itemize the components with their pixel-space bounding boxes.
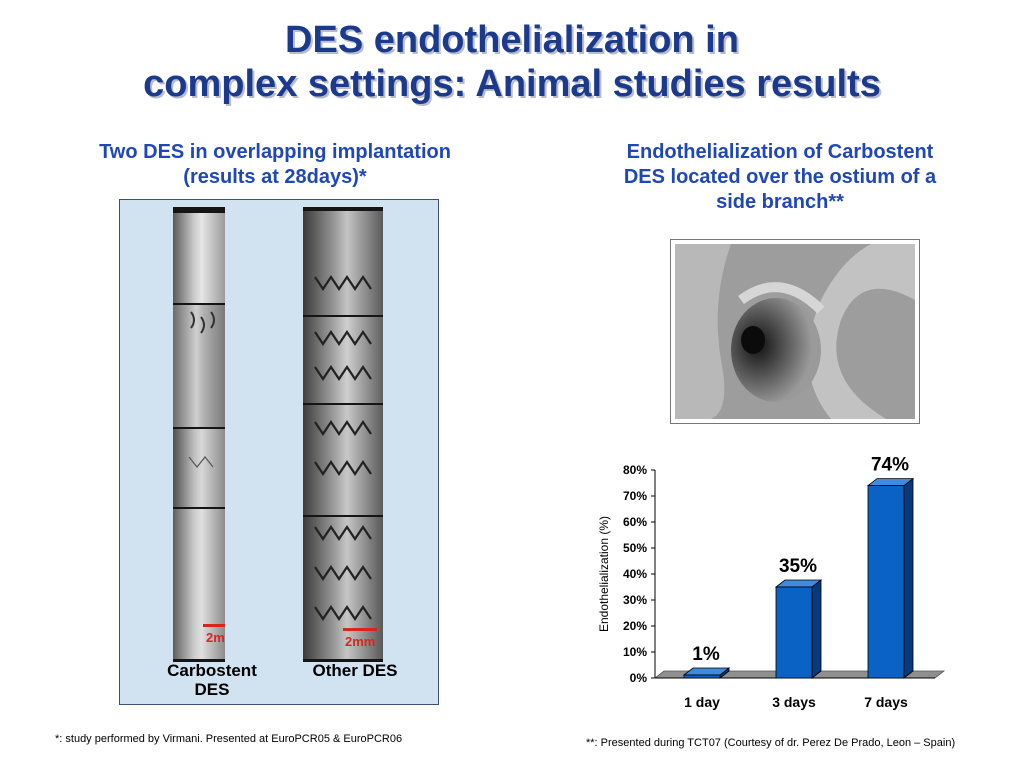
title-line-2: complex settings: Animal studies results: [143, 63, 881, 105]
bar-front: [775, 586, 813, 679]
other-des-caption: Other DES: [312, 661, 398, 680]
data-label: 35%: [779, 556, 817, 577]
carbostent-sem-image: 2mm: [173, 207, 225, 662]
bars: 1% 35% 74%: [682, 455, 915, 679]
y-tick-label: 60%: [623, 515, 647, 529]
x-axis-labels: 1 day 3 days 7 days: [684, 694, 908, 710]
y-tick-label: 10%: [623, 645, 647, 659]
x-tick-label: 7 days: [864, 694, 908, 710]
left-subheading: Two DES in overlapping implantation (res…: [40, 140, 510, 190]
other-des-scale-bar: [343, 628, 377, 631]
bar-side: [903, 477, 914, 679]
y-tick-label: 30%: [623, 593, 647, 607]
other-des-scale-label: 2mm: [345, 634, 376, 649]
other-des-sem-image: 2mm: [303, 207, 383, 662]
y-tick-label: 50%: [623, 541, 647, 555]
x-tick-label: 3 days: [772, 694, 816, 710]
y-tick-label: 80%: [623, 463, 647, 477]
right-subheading-line-1: Endothelialization of Carbostent: [626, 141, 934, 163]
stent-comparison-panel: 2mm 2mm Carbostent DES Other DES: [119, 199, 439, 705]
bar-front: [683, 674, 721, 679]
carbostent-caption: Carbostent DES: [142, 661, 282, 699]
y-tick-label: 0%: [630, 671, 648, 685]
carbostent-caption-line-1: Carbostent: [167, 661, 257, 680]
bar-3-days: 35%: [774, 556, 823, 679]
footnote-left: *: study performed by Virmani. Presented…: [55, 733, 403, 745]
carbostent-scale-label: 2mm: [206, 630, 225, 645]
y-axis: 0% 10% 20% 30% 40% 50% 60% 70% 80%: [623, 463, 656, 685]
slide-title: DES endothelialization in complex settin…: [0, 18, 1024, 106]
other-des-struts: [314, 275, 372, 621]
y-tick-label: 40%: [623, 567, 647, 581]
sem-picture: [675, 244, 915, 419]
x-tick-label: 1 day: [684, 694, 720, 710]
data-label: 74%: [871, 455, 909, 476]
bar-front: [867, 485, 905, 679]
left-subheading-line-1: Two DES in overlapping implantation: [99, 141, 451, 163]
left-subheading-line-2: (results at 28days)*: [183, 166, 367, 188]
side-branch-sem-image: [670, 239, 920, 424]
title-line-1: DES endothelialization in: [285, 19, 739, 61]
y-axis-label: Endothelialization (%): [597, 516, 611, 632]
right-subheading: Endothelialization of Carbostent DES loc…: [555, 140, 1005, 215]
footnote-right: **: Presented during TCT07 (Courtesy of …: [586, 737, 956, 749]
endothelialization-bar-chart: Endothelialization (%) 0% 10% 20% 30% 40% 50%…: [597, 455, 946, 710]
bar-1-day: 1%: [682, 644, 731, 679]
data-label: 1%: [692, 644, 720, 665]
carbostent-scale-bar: [203, 624, 225, 627]
carbostent-struts: [188, 311, 215, 468]
bar-7-days: 74%: [866, 455, 915, 679]
y-tick-label: 70%: [623, 489, 647, 503]
right-subheading-line-2: DES located over the ostium of a: [623, 166, 937, 188]
bar-side: [811, 579, 822, 679]
y-tick-label: 20%: [623, 619, 647, 633]
right-subheading-line-3: side branch**: [716, 191, 844, 213]
carbostent-caption-line-2: DES: [194, 680, 230, 699]
